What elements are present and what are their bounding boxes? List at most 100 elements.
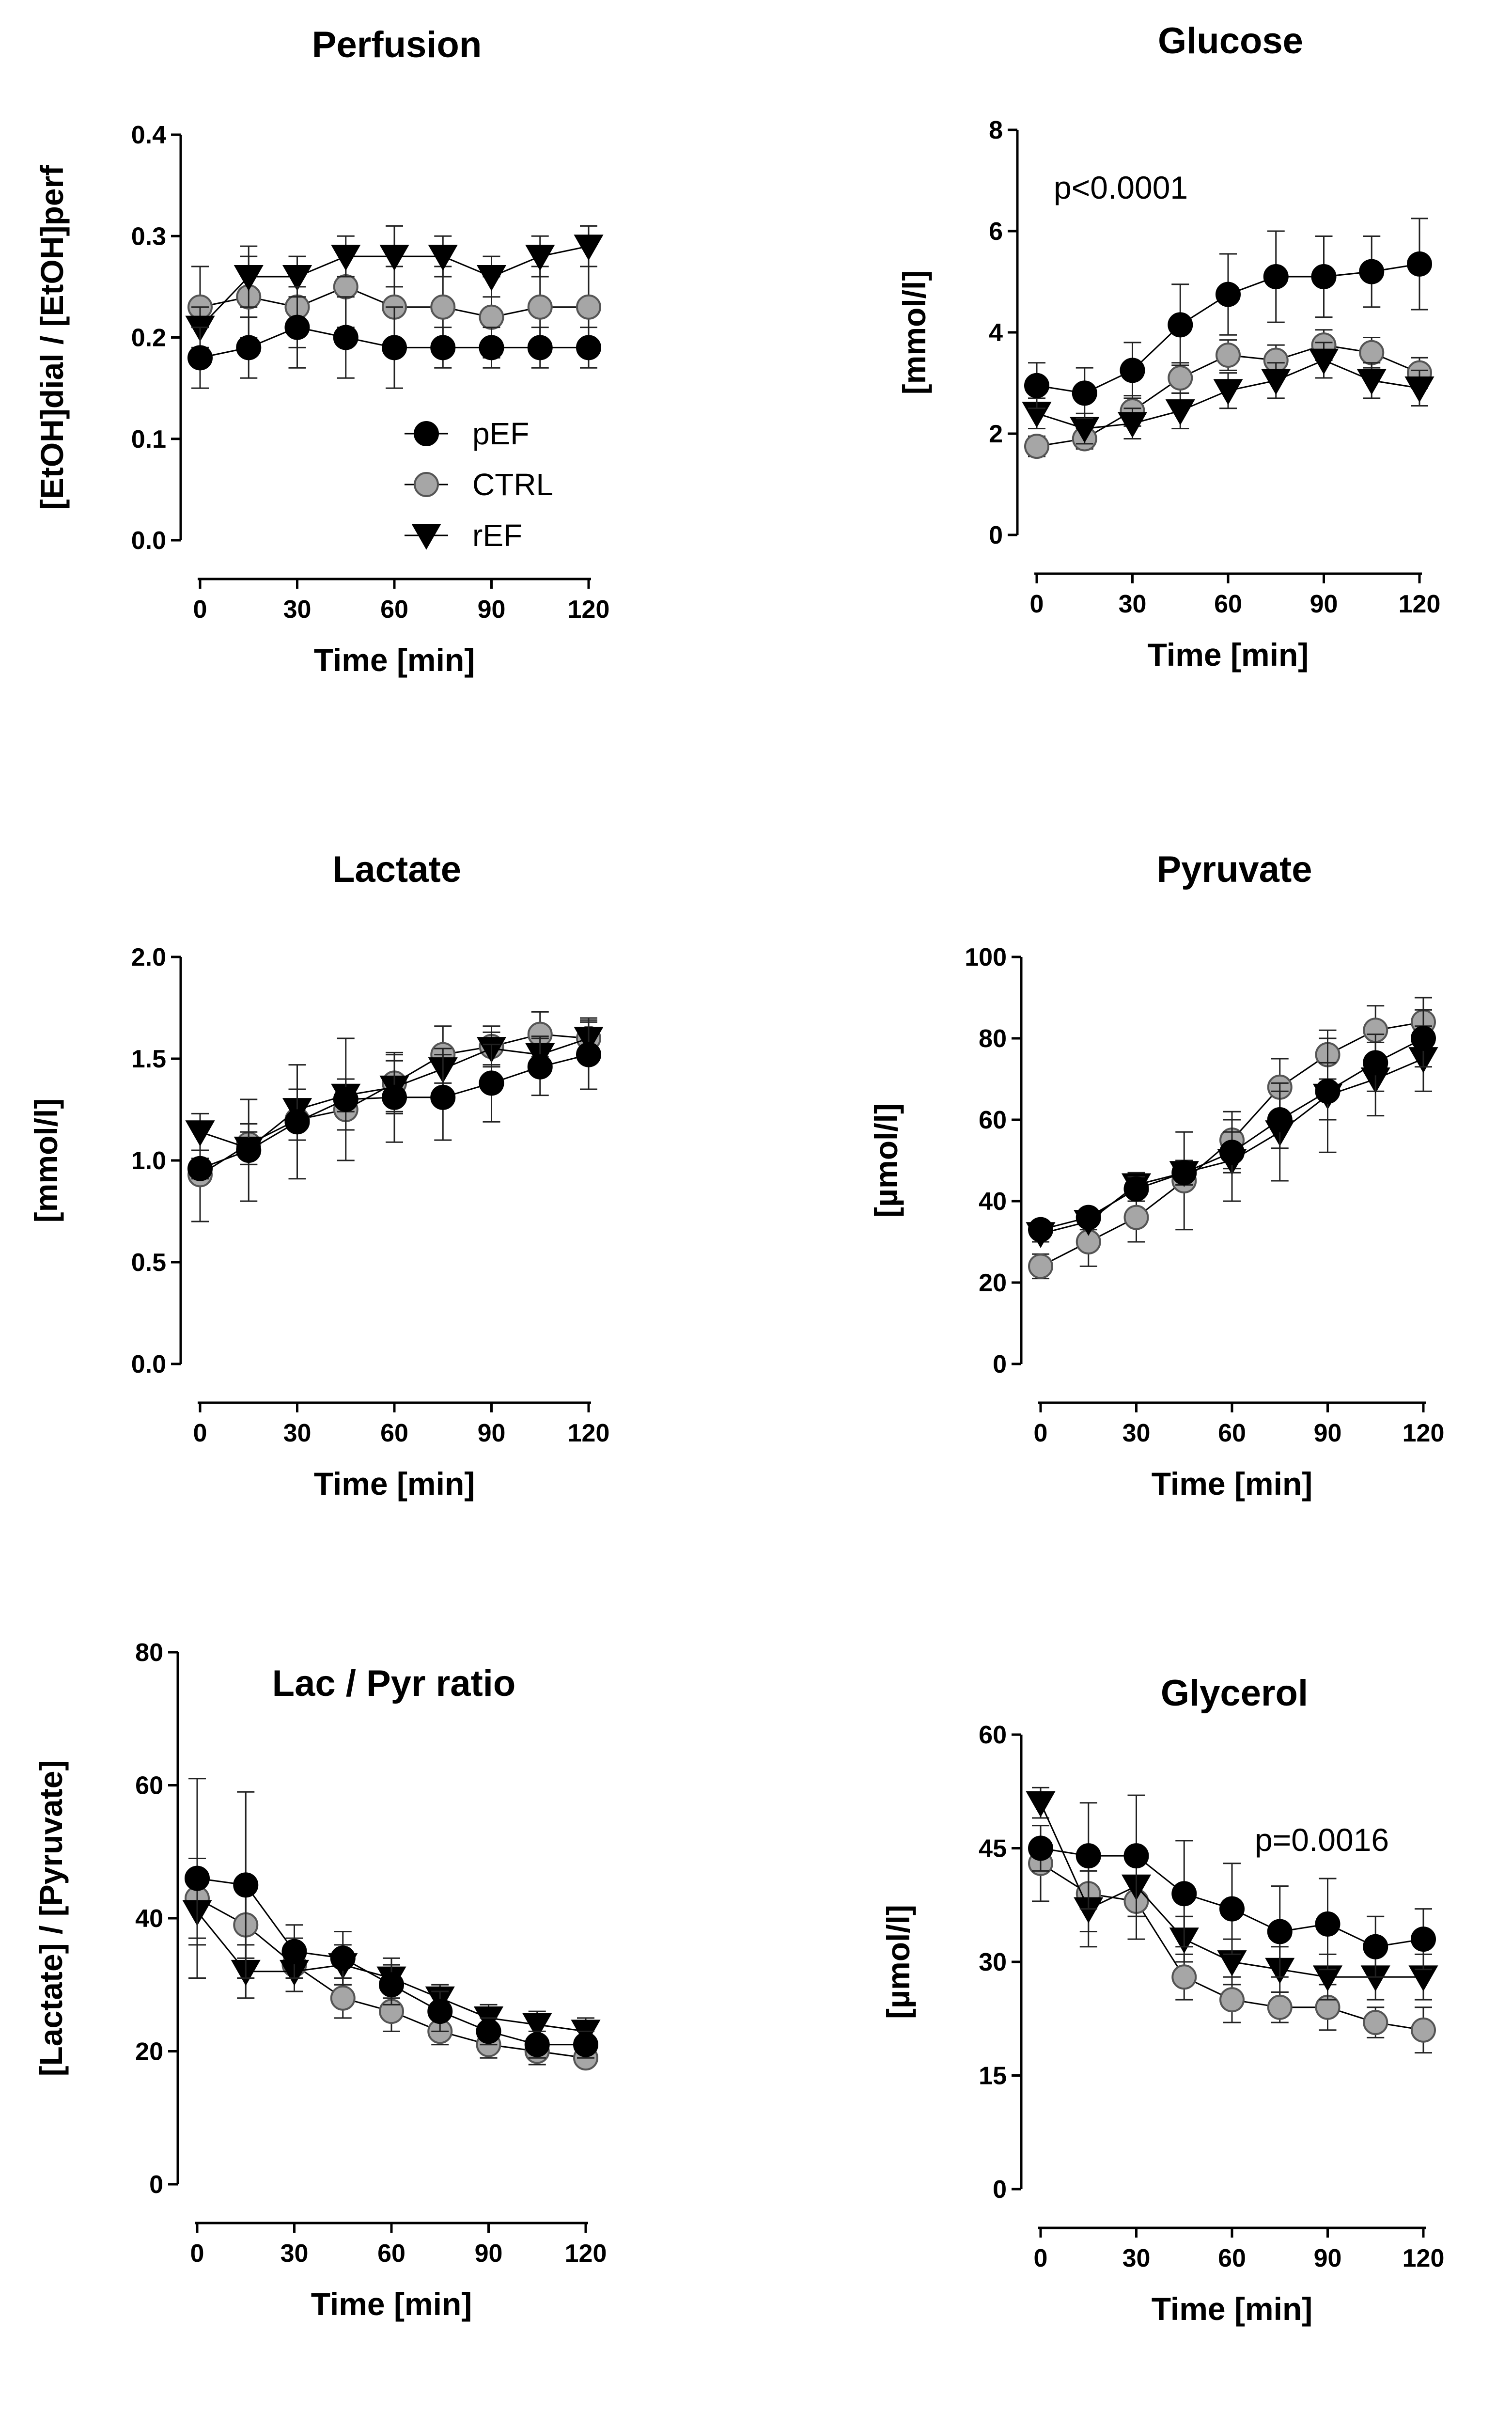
x-axis-label: Time [min] (1152, 2291, 1312, 2327)
panel-title: Glucose (1158, 20, 1303, 62)
data-point-pef (1171, 1881, 1197, 1907)
data-point-pef (1028, 1835, 1053, 1861)
panel-5: Lac / Pyr ratio 0 20 40 60 80 0 30 60 90 120 Time [… (33, 1639, 607, 2322)
data-point-pef (1267, 1919, 1293, 1944)
data-point-ctrl (576, 294, 601, 320)
y-tick-label: 0.0 (131, 1350, 166, 1378)
data-point-pef (284, 314, 310, 340)
legend-marker-ctrl (414, 472, 439, 497)
legend-label-ref: rEF (472, 518, 522, 553)
data-point-pef (1028, 1217, 1053, 1242)
data-point-ref (234, 265, 264, 291)
y-tick-label: 45 (979, 1835, 1007, 1863)
x-axis-label: Time [min] (314, 1466, 475, 1502)
data-point-ctrl (1267, 1994, 1293, 2020)
data-point-pef (236, 1138, 262, 1163)
data-point-ctrl (1219, 1987, 1245, 2013)
y-tick-label: 0.5 (131, 1249, 166, 1277)
p-value-annotation: p<0.0001 (1054, 170, 1188, 205)
data-point-ref (574, 235, 604, 261)
x-tick-label: 0 (193, 1419, 207, 1447)
x-tick-label: 0 (193, 595, 207, 624)
data-point-pef (527, 335, 553, 360)
legend-marker-ref (411, 524, 441, 550)
data-point-ctrl (527, 294, 553, 320)
data-point-pef (1407, 251, 1432, 277)
data-point-pef (1171, 1160, 1197, 1186)
panel-title: Lac / Pyr ratio (272, 1663, 516, 1704)
data-point-pef (1411, 1926, 1436, 1952)
y-tick-label: 2.0 (131, 943, 166, 971)
x-tick-label: 120 (1403, 2244, 1445, 2272)
y-tick-label: 20 (135, 2038, 163, 2066)
y-axis-label: [Lactate] / [Pyruvate] (33, 1760, 69, 2077)
y-tick-label: 0.1 (131, 425, 166, 454)
x-tick-label: 30 (283, 595, 312, 624)
panel-title: Lactate (332, 849, 461, 890)
y-tick-label: 0 (993, 2176, 1007, 2204)
y-tick-label: 0.0 (131, 527, 166, 555)
data-point-pef (576, 1042, 601, 1067)
data-point-pef (430, 1084, 456, 1110)
x-tick-label: 60 (1218, 1419, 1246, 1447)
panel-title: Pyruvate (1156, 849, 1312, 890)
data-point-pef (187, 345, 213, 371)
data-point-pef (1263, 264, 1289, 290)
data-point-pef (527, 1054, 553, 1080)
data-point-pef (430, 335, 456, 360)
panel-2: Glucose 0 2 4 6 8 0 30 60 90 120 Time [min] [mmol/l]… (896, 20, 1440, 673)
panel-3: Lactate 0.0 0.5 1.0 1.5 2.0 0 30 60 90 120 Time [mi… (28, 849, 609, 1502)
data-point-pef (281, 1939, 307, 1964)
data-point-pef (1219, 1140, 1245, 1165)
data-point-pef (1076, 1843, 1101, 1869)
data-point-pef (576, 335, 601, 360)
legend-label-pef: pEF (472, 416, 529, 451)
data-point-ctrl (1024, 434, 1049, 459)
data-point-ref (379, 245, 409, 271)
series-pef (1024, 218, 1432, 420)
data-point-ref (1309, 348, 1339, 375)
x-tick-label: 60 (380, 1419, 408, 1447)
y-axis-label: [µmol/l] (880, 1905, 916, 2019)
x-tick-label: 0 (190, 2240, 204, 2268)
x-tick-label: 60 (1218, 2244, 1246, 2272)
legend: pEF CTRL rEF (405, 416, 553, 553)
y-tick-label: 8 (989, 116, 1003, 144)
y-axis-label: [mmol/l] (896, 270, 932, 395)
y-tick-label: 1.0 (131, 1147, 166, 1175)
data-point-pef (573, 2032, 598, 2057)
data-point-ctrl (479, 304, 504, 330)
y-tick-label: 60 (979, 1106, 1007, 1134)
y-tick-label: 1.5 (131, 1045, 166, 1073)
series-pef (1028, 1794, 1436, 1978)
x-tick-label: 120 (568, 1419, 610, 1447)
y-tick-label: 60 (979, 1721, 1007, 1749)
y-axis-label: [EtOH]dial / [EtOH]perf (34, 165, 70, 510)
data-point-pef (1024, 373, 1049, 398)
data-point-pef (185, 1865, 210, 1891)
x-tick-label: 0 (1034, 2244, 1048, 2272)
data-point-pef (284, 1109, 310, 1135)
data-point-pef (1267, 1107, 1293, 1132)
data-point-pef (1123, 1176, 1149, 1202)
data-point-ctrl (1411, 2017, 1436, 2043)
data-point-ctrl (430, 294, 456, 320)
data-point-pef (187, 1156, 213, 1181)
panel-title: Perfusion (312, 24, 482, 65)
x-tick-label: 90 (1314, 2244, 1342, 2272)
series-pef (187, 1019, 601, 1202)
data-point-pef (427, 1999, 453, 2024)
panel-6: Glycerol 0 15 30 45 60 0 30 60 90 120 Time [min] [µm… (880, 1673, 1444, 2327)
data-point-pef (333, 1087, 359, 1112)
data-point-ref (428, 245, 458, 271)
x-axis-label: Time [min] (1148, 637, 1309, 673)
data-point-pef (233, 1872, 259, 1898)
x-tick-label: 60 (1214, 590, 1242, 618)
data-point-ctrl (330, 1985, 356, 2011)
y-tick-label: 30 (979, 1948, 1007, 1976)
data-point-ctrl (1123, 1205, 1149, 1230)
data-point-pef (1363, 1934, 1388, 1959)
data-point-pef (1311, 264, 1337, 290)
series-ref (185, 225, 604, 348)
